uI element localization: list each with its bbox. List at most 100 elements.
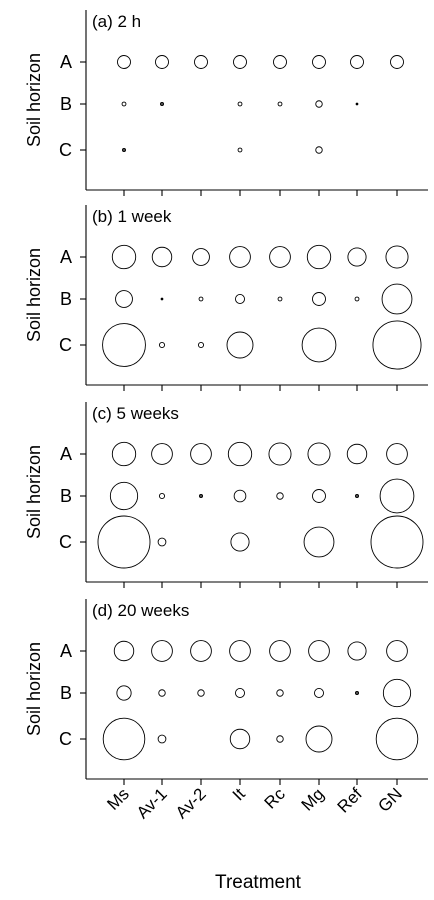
bubble-av-1-c [158,341,166,349]
bubble-av-1-b [158,689,166,697]
x-tick-label-ms: Ms [103,784,132,813]
y-axis-title: Soil horizon [24,248,44,342]
bubble-gn-a [386,443,408,465]
x-tick-label-av-1: Av-1 [133,784,171,822]
bubble-gn-a [385,245,409,269]
x-tick-label-rc: Rc [261,784,289,812]
bubble-av-1-c [157,734,167,744]
panel-1: (a) 2 h Soil horizon A B C [24,10,428,196]
bubble-mg-c [303,526,335,558]
bubble-ref-b [355,494,360,499]
bubble-rc-a [269,246,291,268]
bubble-rc-b [277,296,283,302]
bubble-mg-a [307,442,331,466]
bubble-ms-c [97,515,151,569]
bubble-gn-b [379,478,415,514]
bubble-mg-b [315,100,323,108]
bubble-av-1-a [155,55,169,69]
y-axis-title: Soil horizon [24,642,44,736]
bubble-ref-a [347,641,367,661]
bubble-av-1-b [158,492,166,500]
panel-title: (d) 20 weeks [92,601,189,620]
bubble-av-2-b [198,296,204,302]
x-axis: Ms Av-1 Av-2 It Rc Mg Ref GN [103,784,405,822]
bubble-mg-b [314,688,325,699]
bubble-av-2-c [197,341,205,349]
bubble-ms-b [115,290,133,308]
bubble-mg-b [312,292,326,306]
bubble-av-1-b [159,101,164,106]
panel-title: (c) 5 weeks [92,404,179,423]
bubble-gn-b [382,678,412,708]
x-axis-title: Treatment [215,872,302,893]
bubble-rc-a [269,640,291,662]
bubble-av-1-a [151,640,173,662]
bubble-it-a [233,55,247,69]
bubble-it-a [229,640,251,662]
bubble-ref-a [347,247,367,267]
bubble-ref-a [350,55,364,69]
bubble-ms-c [121,147,126,152]
y-axis-title: Soil horizon [24,53,44,147]
y-tick-label: C [59,335,72,355]
bubble-av-1-b [160,297,164,301]
bubble-av-2-a [194,55,208,69]
bubble-ms-b [116,685,132,701]
y-tick-label: C [59,729,72,749]
bubble-gn-c [370,515,424,569]
bubble-ms-a [111,244,137,270]
bubble-mg-c [315,146,323,154]
panel-title: (a) 2 h [92,12,141,31]
bubble-it-a [227,441,253,467]
bubble-ref-b [355,102,359,106]
y-tick-label: C [59,532,72,552]
y-axis-title: Soil horizon [24,445,44,539]
bubble-ms-c [102,323,146,367]
y-tick-label: A [60,52,72,72]
x-tick-label-ref: Ref [334,784,366,816]
bubble-it-b [234,294,245,305]
bubble-it-b [237,101,243,107]
y-tick-label: C [59,140,72,160]
bubble-it-b [233,489,247,503]
bubble-av-1-a [151,443,173,465]
bubble-av-2-b [197,689,205,697]
panel-3: (c) 5 weeks Soil horizon A B C [24,402,428,588]
bubble-it-c [237,147,243,153]
bubble-ref-a [346,443,368,465]
bubble-gn-b [381,283,413,315]
panel-title: (b) 1 week [92,207,172,226]
bubble-ms-a [111,441,137,467]
bubble-av-1-a [151,246,173,268]
bubble-av-2-a [190,640,212,662]
y-tick-label: A [60,247,72,267]
bubble-mg-a [312,55,326,69]
bubble-av-2-a [190,443,212,465]
bubble-mg-a [308,640,330,662]
bubble-gn-a [390,55,404,69]
bubble-ms-a [117,55,131,69]
bubble-it-b [234,688,245,699]
bubble-mg-a [306,244,332,270]
bubble-rc-b [276,492,284,500]
bubble-it-c [230,532,250,552]
bubble-it-c [226,331,254,359]
bubble-it-a [229,246,251,268]
bubble-rc-c [276,735,284,743]
bubble-ms-a [113,640,135,662]
x-tick-label-av-2: Av-2 [172,784,210,822]
bubble-av-1-c [157,537,167,547]
bubble-mg-c [305,725,333,753]
x-tick-label-gn: GN [374,784,405,815]
bubble-av-2-a [192,248,210,266]
x-tick-label-it: It [229,784,249,804]
bubble-rc-b [276,689,284,697]
bubble-rc-a [268,442,292,466]
bubble-av-2-b [198,494,203,499]
panel-4: (d) 20 weeks Soil horizon A B C [24,599,428,785]
y-tick-label: B [60,289,72,309]
bubble-gn-c [372,320,422,370]
bubble-gn-c [375,717,419,761]
y-tick-label: B [60,683,72,703]
